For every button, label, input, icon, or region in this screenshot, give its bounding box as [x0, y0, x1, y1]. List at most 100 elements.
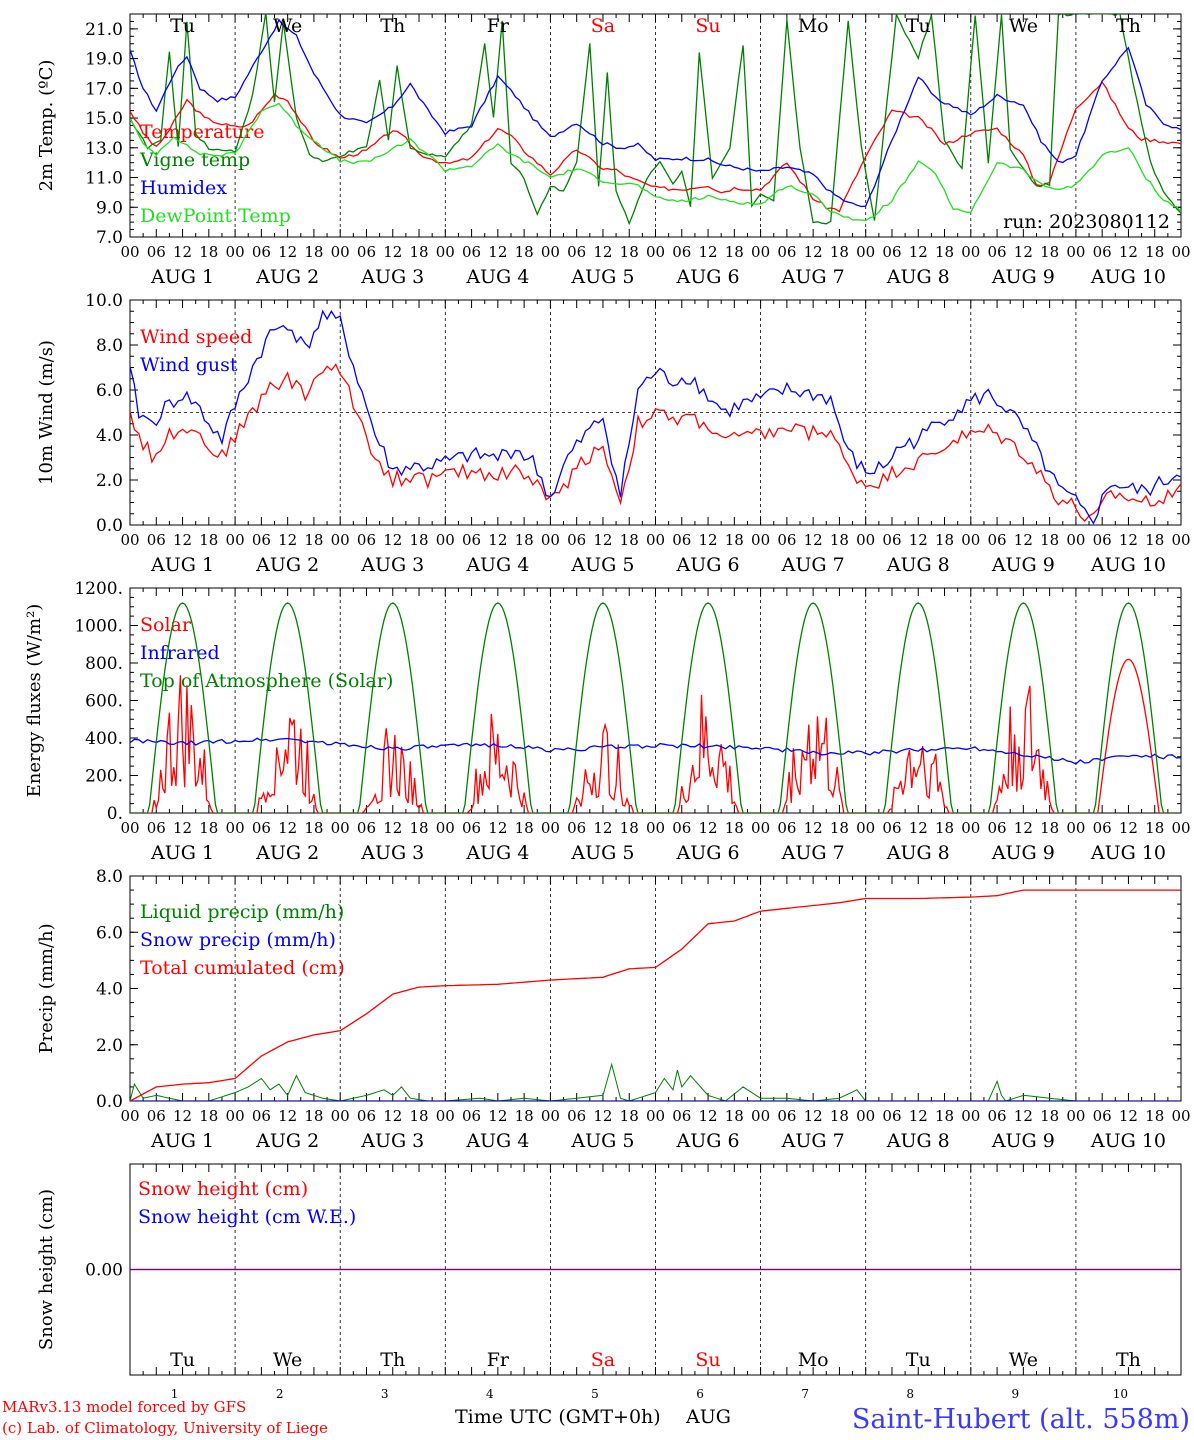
date-label: AUG 3: [360, 554, 424, 576]
hour-tick-label: 06: [672, 819, 691, 837]
day-number-label: 3: [381, 1387, 389, 1401]
hour-tick-label: 06: [777, 531, 796, 549]
hour-tick-label: 12: [1119, 243, 1138, 261]
legend-entry: Total cumulated (cm): [140, 957, 345, 979]
hour-tick-label: 00: [961, 819, 980, 837]
date-label: AUG 5: [570, 842, 634, 864]
hour-tick-label: 06: [252, 243, 271, 261]
hour-tick-label: 18: [304, 819, 323, 837]
y-tick-label: 0.0: [96, 1092, 123, 1112]
day-of-week-label: We: [273, 15, 302, 37]
legend-entry: Temperature: [140, 121, 264, 143]
y-tick-label: 15.0: [85, 109, 123, 129]
hour-tick-label: 06: [357, 1107, 376, 1125]
hour-tick-label: 06: [462, 243, 481, 261]
hour-tick-label: 12: [278, 1107, 297, 1125]
hour-tick-label: 12: [278, 531, 297, 549]
hour-tick-label: 06: [777, 243, 796, 261]
hour-tick-label: 12: [699, 1107, 718, 1125]
hour-tick-label: 00: [646, 819, 665, 837]
y-tick-label: 0.: [107, 804, 123, 824]
day-of-week-label: We: [273, 1349, 302, 1371]
day-number-label: 5: [591, 1387, 599, 1401]
date-label: AUG 5: [570, 266, 634, 288]
hour-tick-label: 18: [515, 819, 534, 837]
hour-tick-label: 06: [567, 243, 586, 261]
hour-tick-label: 06: [672, 1107, 691, 1125]
date-label: AUG 3: [360, 842, 424, 864]
date-label: AUG 6: [676, 554, 740, 576]
legend-entry: Wind speed: [140, 326, 252, 348]
series-line-temperature: [130, 81, 1181, 213]
legend-entry: Liquid precip (mm/h): [140, 901, 344, 923]
date-label: AUG 10: [1090, 842, 1166, 864]
legend-entry: Humidex: [140, 177, 227, 199]
hour-tick-label: 12: [488, 1107, 507, 1125]
hour-tick-label: 00: [751, 1107, 770, 1125]
hour-tick-label: 18: [1040, 1107, 1059, 1125]
y-tick-label: 1000.: [74, 617, 123, 637]
day-of-week-label: Th: [1116, 1349, 1141, 1371]
hour-tick-label: 12: [909, 243, 928, 261]
date-label: AUG 9: [991, 1130, 1055, 1152]
hour-tick-label: 00: [1171, 1107, 1190, 1125]
hour-tick-label: 00: [646, 243, 665, 261]
date-label: AUG 5: [570, 1130, 634, 1152]
hour-tick-label: 00: [541, 243, 560, 261]
hour-tick-label: 12: [1119, 819, 1138, 837]
hour-tick-label: 00: [436, 1107, 455, 1125]
hour-tick-label: 18: [409, 819, 428, 837]
date-label: AUG 1: [150, 842, 214, 864]
hour-tick-label: 00: [1066, 819, 1085, 837]
hour-tick-label: 06: [567, 531, 586, 549]
hour-tick-label: 18: [935, 819, 954, 837]
hour-tick-label: 00: [331, 819, 350, 837]
series-line-solar: [130, 658, 1181, 813]
hour-tick-label: 18: [725, 819, 744, 837]
hour-tick-label: 12: [804, 1107, 823, 1125]
day-of-week-label: We: [1009, 1349, 1038, 1371]
y-tick-label: 4.0: [96, 426, 123, 446]
date-label: AUG 7: [781, 1130, 845, 1152]
date-label: AUG 1: [150, 1130, 214, 1152]
date-label: AUG 9: [991, 266, 1055, 288]
y-tick-label: 200.: [85, 767, 123, 787]
hour-tick-label: 12: [488, 819, 507, 837]
hour-tick-label: 00: [226, 819, 245, 837]
hour-tick-label: 00: [856, 243, 875, 261]
day-number-label: 8: [906, 1387, 914, 1401]
hour-tick-label: 00: [646, 531, 665, 549]
hour-tick-label: 00: [436, 243, 455, 261]
hour-tick-label: 00: [1171, 531, 1190, 549]
day-number-label: 4: [486, 1387, 494, 1401]
day-of-week-label: Th: [380, 15, 405, 37]
hour-tick-label: 18: [935, 243, 954, 261]
y-axis-label: Energy fluxes (W/m²): [24, 604, 45, 798]
hour-tick-label: 06: [1093, 243, 1112, 261]
y-tick-label: 4.0: [96, 980, 123, 1000]
hour-tick-label: 06: [882, 819, 901, 837]
hour-tick-label: 12: [383, 1107, 402, 1125]
hour-tick-label: 00: [541, 1107, 560, 1125]
hour-tick-label: 00: [1066, 243, 1085, 261]
y-axis-label: Precip (mm/h): [36, 923, 57, 1053]
hour-tick-label: 12: [488, 531, 507, 549]
hour-tick-label: 12: [488, 243, 507, 261]
date-label: AUG 5: [570, 554, 634, 576]
y-tick-label: 2.0: [96, 471, 123, 491]
date-label: AUG 2: [255, 842, 319, 864]
hour-tick-label: 12: [1119, 531, 1138, 549]
y-tick-label: 19.0: [85, 50, 123, 70]
hour-tick-label: 18: [1145, 531, 1164, 549]
day-number-label: 9: [1012, 1387, 1020, 1401]
y-tick-label: 0.0: [96, 516, 123, 536]
hour-tick-label: 18: [304, 531, 323, 549]
day-of-week-label: Sa: [591, 1349, 615, 1371]
hour-tick-label: 00: [646, 1107, 665, 1125]
hour-tick-label: 18: [1040, 819, 1059, 837]
hour-tick-label: 18: [199, 819, 218, 837]
hour-tick-label: 12: [593, 819, 612, 837]
hour-tick-label: 12: [278, 243, 297, 261]
date-label: AUG 2: [255, 1130, 319, 1152]
date-label: AUG 8: [886, 842, 950, 864]
